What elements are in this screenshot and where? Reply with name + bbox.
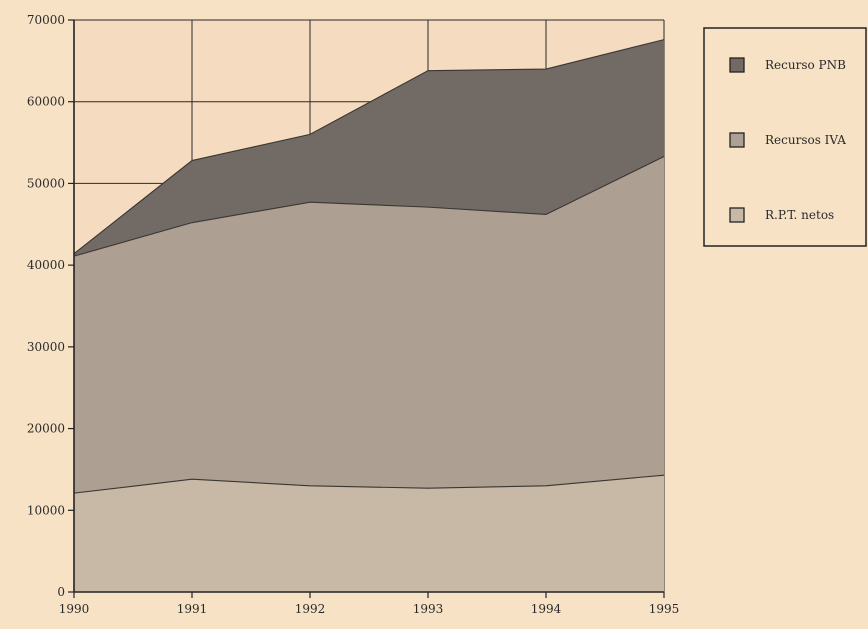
legend: Recurso PNB Recursos IVA R.P.T. netos bbox=[703, 27, 867, 247]
y-tick-label: 70000 bbox=[27, 13, 65, 27]
x-axis-ticks: 1990 1991 1992 1993 1994 1995 bbox=[59, 592, 680, 616]
x-tick-label: 1993 bbox=[413, 602, 444, 616]
y-tick-label: 10000 bbox=[27, 503, 65, 517]
y-tick-label: 50000 bbox=[27, 176, 65, 190]
legend-swatch bbox=[729, 207, 745, 223]
area-edge-series-1 bbox=[73, 155, 665, 257]
x-tick-label: 1992 bbox=[295, 602, 326, 616]
series-lines bbox=[73, 39, 665, 494]
x-tick-label: 1995 bbox=[649, 602, 680, 616]
area-series-2 bbox=[74, 39, 664, 257]
legend-swatch bbox=[729, 132, 745, 148]
y-tick-label: 40000 bbox=[27, 258, 65, 272]
area-series-1 bbox=[74, 156, 664, 494]
x-tick-label: 1991 bbox=[177, 602, 208, 616]
area-edge-series-0 bbox=[73, 474, 665, 494]
x-tick-label: 1994 bbox=[531, 602, 562, 616]
x-tick-label: 1990 bbox=[59, 602, 90, 616]
area-edge-series-2 bbox=[73, 39, 665, 255]
legend-swatch bbox=[729, 57, 745, 73]
y-tick-label: 0 bbox=[57, 585, 65, 599]
legend-label: Recurso PNB bbox=[765, 58, 846, 72]
legend-label: Recursos IVA bbox=[765, 133, 846, 147]
y-tick-label: 30000 bbox=[27, 340, 65, 354]
y-tick-label: 20000 bbox=[27, 422, 65, 436]
area-series-0 bbox=[74, 475, 664, 592]
legend-label: R.P.T. netos bbox=[765, 208, 834, 222]
series-areas bbox=[74, 39, 664, 592]
y-tick-label: 60000 bbox=[27, 95, 65, 109]
y-axis-ticks: 0 10000 20000 30000 40000 50000 60000 70000 bbox=[27, 13, 74, 599]
